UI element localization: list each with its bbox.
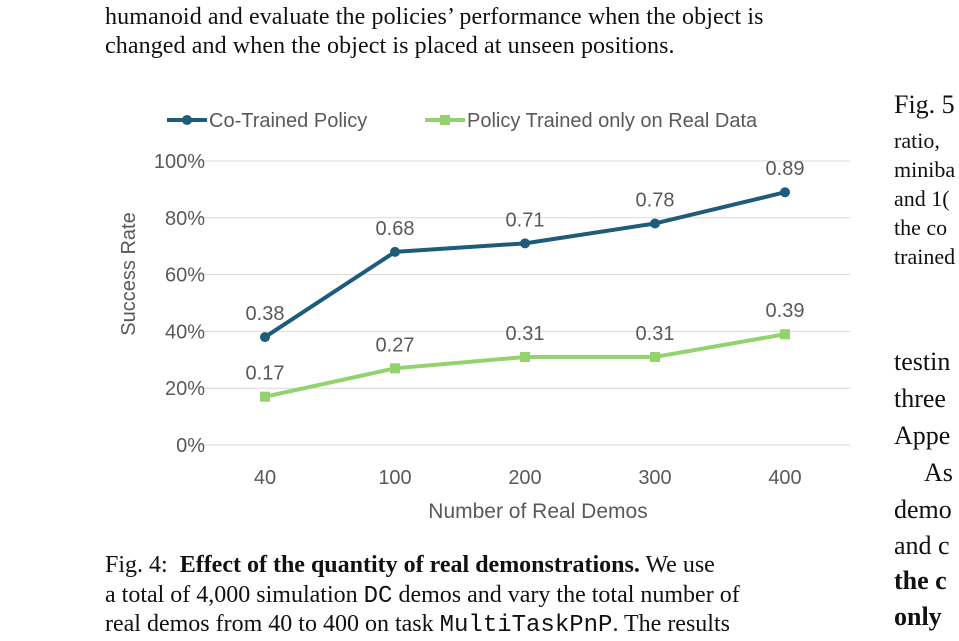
- right-caption-line: and 1(: [894, 186, 950, 211]
- y-tick-label: 100%: [154, 151, 205, 173]
- data-label: 0.89: [766, 158, 805, 180]
- data-label: 0.39: [766, 300, 805, 322]
- paragraph-line-1: humanoid and evaluate the policies’ perf…: [105, 4, 764, 30]
- caption-line-2-a: a total of 4,000 simulation: [105, 582, 358, 608]
- data-label: 0.68: [376, 218, 415, 240]
- y-tick-label: 60%: [165, 265, 205, 287]
- y-tick-label: 20%: [165, 378, 205, 400]
- data-label: 0.31: [636, 323, 675, 345]
- x-tick-label: 100: [378, 467, 411, 489]
- data-point: [390, 363, 400, 374]
- y-tick-label: 0%: [176, 435, 205, 457]
- y-tick-label: 80%: [165, 208, 205, 230]
- data-label: 0.27: [376, 334, 415, 356]
- x-axis-ticks: 40 100 200 300 400: [254, 467, 802, 489]
- data-point: [780, 187, 790, 198]
- data-point: [260, 332, 270, 343]
- data-point: [520, 238, 530, 249]
- data-point: [780, 329, 790, 340]
- data-label: 0.71: [506, 209, 545, 231]
- caption-title: Effect of the quantity of real demonstra…: [179, 552, 640, 578]
- legend-marker: [440, 115, 450, 125]
- caption-line-3-b: . The results: [612, 611, 730, 637]
- success-rate-chart: 0%20%40%60%80%100% 40 100 200 300 400 0.380.…: [118, 110, 850, 523]
- right-body-line: and c: [894, 531, 950, 560]
- x-tick-label: 40: [254, 467, 276, 489]
- right-body-line: Appe: [894, 421, 951, 450]
- data-label: 0.38: [246, 303, 285, 325]
- caption-code-task: MultiTaskPnP: [439, 612, 613, 639]
- x-axis-label: Number of Real Demos: [428, 500, 647, 523]
- paragraph-line-2: changed and when the object is placed at…: [105, 33, 675, 59]
- caption-line-2: a total of 4,000 simulation DC demos and…: [105, 580, 740, 612]
- data-label: 0.31: [506, 323, 545, 345]
- right-body-line: As: [924, 458, 953, 487]
- right-caption-line: ratio,: [894, 128, 940, 153]
- caption-code-dc: DC: [363, 583, 393, 610]
- data-point: [520, 351, 530, 362]
- data-point: [390, 246, 400, 257]
- caption-line-2-b: demos and vary the total number of: [398, 582, 740, 608]
- chart-grid: [200, 160, 850, 446]
- legend-label: Policy Trained only on Real Data: [467, 110, 758, 132]
- y-axis-ticks: 0% 20% 40% 60% 80% 100%: [154, 151, 205, 457]
- data-label: 0.17: [246, 363, 285, 385]
- y-axis-label: Success Rate: [118, 212, 140, 335]
- right-bold-line: the c: [894, 566, 947, 595]
- x-tick-label: 400: [768, 467, 801, 489]
- right-bold-line: only: [894, 602, 942, 631]
- data-point: [650, 351, 660, 362]
- x-tick-label: 300: [638, 467, 671, 489]
- data-point: [650, 218, 660, 229]
- right-caption-line: miniba: [894, 157, 956, 182]
- right-caption-fig5: Fig. 5: [894, 90, 955, 119]
- y-tick-label: 40%: [165, 321, 205, 343]
- right-body-line: testin: [894, 347, 951, 376]
- right-body-line: demo: [894, 495, 952, 524]
- caption-line-1-rest: We use: [645, 552, 715, 578]
- chart-series: 0.38 0.68 0.71 0.78 0.89 0.17 0.27 0.31 0.31 0.39: [246, 158, 805, 402]
- right-body-line: three: [894, 384, 946, 413]
- caption-line-3: real demos from 40 to 400 on task MultiT…: [105, 609, 730, 641]
- caption-line-3-a: real demos from 40 to 400 on task: [105, 611, 434, 637]
- legend-label: Co-Trained Policy: [209, 110, 367, 132]
- x-tick-label: 200: [508, 467, 541, 489]
- caption-fig-label: Fig. 4:: [105, 552, 168, 578]
- caption-line-1: Fig. 4: Effect of the quantity of real d…: [105, 550, 715, 580]
- data-label: 0.78: [636, 189, 675, 211]
- data-point: [260, 391, 270, 402]
- chart-legend: Co-Trained Policy Policy Trained only on …: [167, 110, 758, 132]
- right-caption-line: the co: [894, 215, 948, 240]
- right-caption-line: trained: [894, 244, 956, 269]
- legend-marker: [182, 115, 192, 125]
